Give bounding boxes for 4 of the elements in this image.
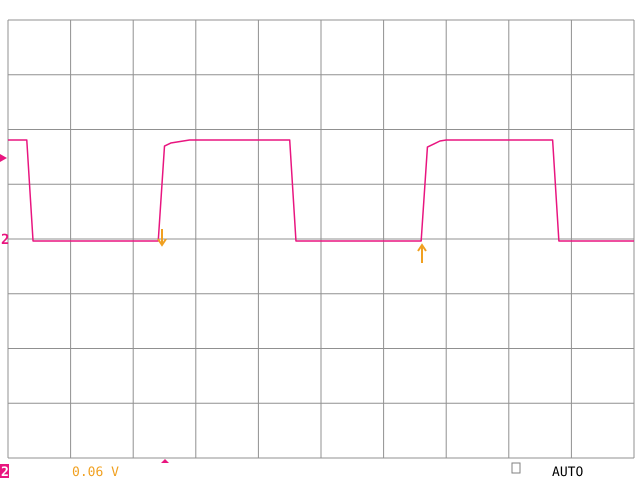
text: 2 bbox=[1, 465, 9, 480]
text: 0.06 V bbox=[72, 465, 120, 480]
text: AUTO bbox=[552, 465, 584, 480]
annotation: 2 bbox=[1, 232, 10, 248]
